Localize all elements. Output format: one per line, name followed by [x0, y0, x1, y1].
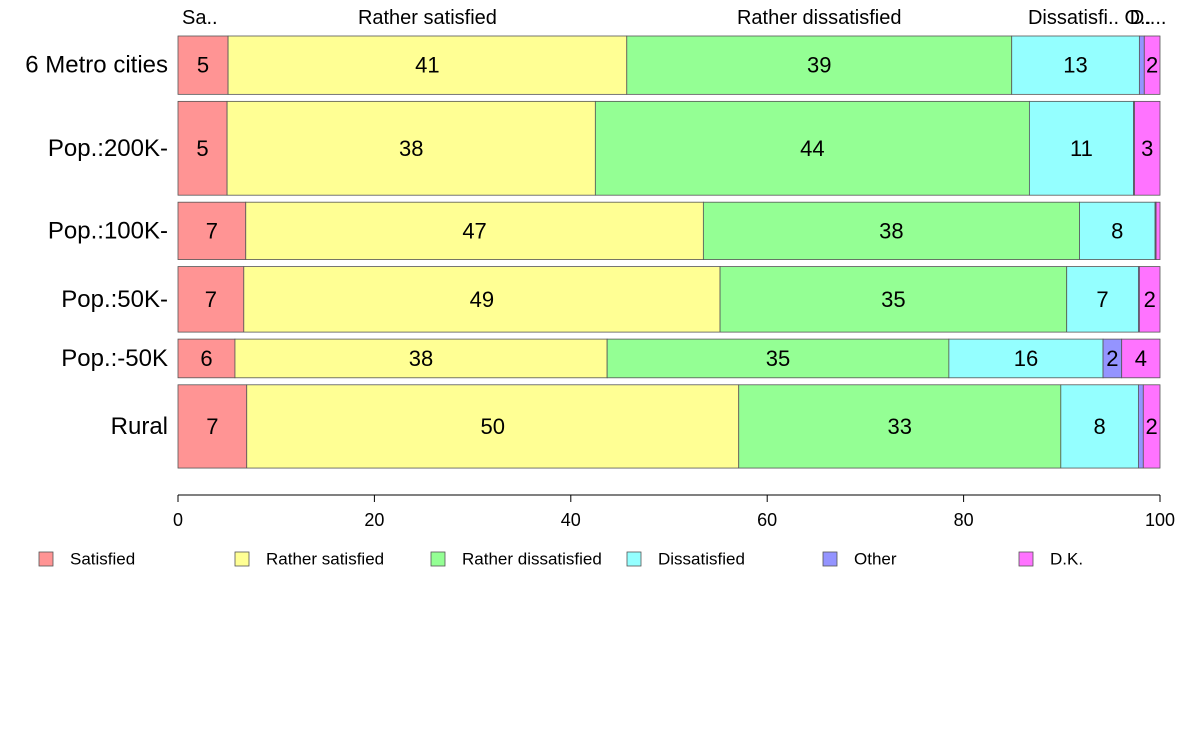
legend-label: Rather dissatisfied	[462, 550, 602, 569]
segment-label: 39	[807, 53, 831, 78]
category-label: 6 Metro cities	[25, 52, 168, 79]
x-tick-label: 80	[954, 510, 974, 530]
category-label: Pop.:-50K	[61, 345, 168, 372]
segment-label: 8	[1093, 414, 1105, 439]
bar-segment	[702, 201, 1080, 260]
segment-label: 7	[205, 287, 217, 312]
bar-segment	[1011, 35, 1140, 95]
bar-segment	[1155, 201, 1161, 260]
segment-label: 8	[1111, 218, 1123, 243]
segment-label: 50	[480, 414, 504, 439]
bar-segment	[606, 338, 950, 379]
segment-label: 5	[197, 53, 209, 78]
bar-segment	[1138, 35, 1145, 95]
category-label: Pop.:50K-	[61, 286, 168, 313]
x-tick-label: 40	[561, 510, 581, 530]
bar-segment	[177, 338, 236, 379]
legend-swatch	[822, 551, 838, 567]
category-label: Rural	[111, 413, 168, 440]
bar-segment	[226, 100, 596, 196]
top-series-label: Dissatisfi..	[1028, 7, 1119, 29]
segment-label: 2	[1144, 287, 1156, 312]
segment-label: 38	[879, 218, 903, 243]
legend-swatch	[430, 551, 446, 567]
segment-label: 11	[1070, 136, 1093, 161]
bar-segment	[1079, 201, 1156, 260]
legend-label: Rather satisfied	[266, 550, 384, 569]
top-series-label: Sa..	[182, 7, 218, 29]
bar-segment	[243, 266, 721, 333]
segment-label: 38	[399, 136, 423, 161]
legend: Satisfied Rather satisfied Rather dissatis…	[38, 550, 1083, 569]
segment-label: 3	[1141, 136, 1153, 161]
top-series-label: O..	[1124, 7, 1151, 29]
bar-segment	[246, 384, 740, 469]
bar-segment	[1134, 100, 1161, 196]
bar-segment	[1060, 384, 1139, 469]
top-series-label: Rather satisfied	[358, 7, 497, 29]
bar-segment	[245, 201, 704, 260]
bar-segment	[177, 384, 248, 469]
bar-segment	[1138, 266, 1161, 333]
legend-label: Other	[854, 550, 897, 569]
bar-segment	[227, 35, 628, 95]
segment-label: 2	[1106, 346, 1118, 371]
category-labels: 6 Metro cities Pop.:200K- Pop.:100K- Pop.:5…	[25, 52, 168, 440]
top-series-label: D....	[1130, 7, 1167, 29]
bar-segment	[234, 338, 608, 379]
segment-label: 6	[200, 346, 212, 371]
bar-segment	[594, 100, 1030, 196]
segment-label: 33	[888, 414, 912, 439]
segment-label: 49	[470, 287, 494, 312]
x-axis: 0 20 40 60 80 100	[173, 494, 1175, 530]
segment-label: 4	[1135, 346, 1147, 371]
segment-label: 35	[881, 287, 905, 312]
x-tick-label: 100	[1145, 510, 1175, 530]
bar-segment	[1137, 384, 1144, 469]
bar-segment	[177, 100, 228, 196]
bar-segment	[177, 266, 245, 333]
legend-swatch	[1018, 551, 1034, 567]
bar-segment	[177, 201, 247, 260]
legend-label: Satisfied	[70, 550, 135, 569]
bar-segment	[1028, 100, 1134, 196]
segment-label: 5	[196, 136, 208, 161]
segment-label: 41	[415, 53, 439, 78]
segment-label: 7	[206, 218, 218, 243]
segment-label: 47	[462, 218, 486, 243]
x-tick-label: 60	[757, 510, 777, 530]
category-label: Pop.:200K-	[48, 135, 168, 162]
legend-label: Dissatisfied	[658, 550, 745, 569]
bar-segment	[1143, 35, 1161, 95]
top-series-label: Rather dissatisfied	[737, 7, 902, 29]
category-label: Pop.:100K-	[48, 217, 168, 244]
segment-label: 35	[766, 346, 790, 371]
bar-segment	[1121, 338, 1161, 379]
bar-segment	[719, 266, 1068, 333]
bar-segment	[948, 338, 1104, 379]
bar-segment	[1066, 266, 1139, 333]
legend-swatch	[38, 551, 54, 567]
segment-label: 7	[206, 414, 218, 439]
top-labels: Sa.. Rather satisfied Rather dissatisfied D…	[182, 7, 1166, 29]
segment-label: 2	[1146, 414, 1158, 439]
segment-label: 13	[1063, 53, 1087, 78]
segment-label: 2	[1146, 53, 1158, 78]
legend-label: D.K.	[1050, 550, 1083, 569]
bars: 5 41 39 13 25 38 44 11 37 47 38 87 49 35 7 26 38 35 16 2 47 5…	[177, 35, 1161, 469]
x-tick-label: 20	[364, 510, 384, 530]
segment-label: 7	[1096, 287, 1108, 312]
legend-swatch	[626, 551, 642, 567]
x-tick-label: 0	[173, 510, 183, 530]
segment-label: 44	[800, 136, 824, 161]
bar-segment	[1142, 384, 1161, 469]
segment-label: 16	[1014, 346, 1038, 371]
segment-label: 38	[409, 346, 433, 371]
legend-swatch	[234, 551, 250, 567]
